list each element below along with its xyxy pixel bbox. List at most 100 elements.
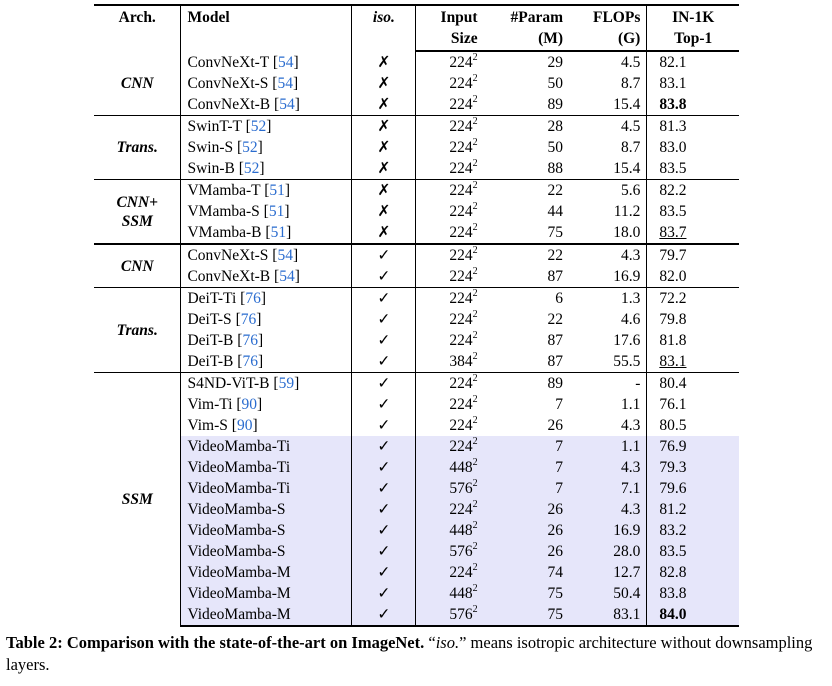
input-size-cell: 5762: [415, 478, 484, 499]
model-cell: ConvNeXt-S [54]: [180, 243, 353, 266]
model-cell: DeiT-Ti [76]: [180, 287, 353, 309]
table-row: VideoMamba-Ti ✓ 4482 7 4.3 79.3: [94, 457, 739, 478]
input-size-cell: 2242: [415, 372, 484, 394]
header-iso: iso.: [351, 4, 417, 51]
citation-link[interactable]: 76: [242, 353, 258, 370]
table-row: ConvNeXt-B [54] ✗ 2242 89 15.4 83.8: [94, 94, 739, 116]
citation-link[interactable]: 54: [278, 53, 294, 71]
model-cell: VideoMamba-S: [180, 520, 353, 541]
top1-value: 80.4: [659, 375, 687, 392]
top1-cell: 83.5: [647, 158, 739, 180]
top1-cell: 82.8: [646, 562, 739, 583]
model-cell: ConvNeXt-S [54]: [180, 73, 353, 94]
citation-link[interactable]: 54: [277, 247, 293, 264]
model-cell: Vim-Ti [90]: [180, 394, 353, 415]
model-cell: SwinT-T [52]: [180, 115, 353, 137]
citation-link[interactable]: 51: [268, 203, 285, 220]
table-row: Trans. SwinT-T [52] ✗ 2242 28 4.5 81.3: [94, 115, 739, 180]
flops-cell: 50.4: [569, 583, 648, 604]
arch-cell: CNN+ SSM: [94, 179, 182, 244]
check-icon: ✓: [351, 562, 417, 583]
header-flops: FLOPs: [569, 4, 648, 29]
top1-value: 83.1: [659, 353, 687, 370]
flops-cell: 1.1: [569, 436, 648, 457]
table-row: VMamba-S [51] ✗ 2242 44 11.2 83.5: [94, 201, 739, 222]
table-row: CNN+ SSM VMamba-T [51] ✗ 2242 22 5.6 82.2: [94, 179, 739, 244]
header-param: #Param: [483, 4, 570, 29]
top1-value: 82.8: [659, 564, 687, 581]
param-cell: 7: [483, 457, 570, 478]
top1-cell: 81.8: [647, 330, 739, 351]
param-cell: 28: [483, 115, 570, 137]
citation-link[interactable]: 52: [242, 139, 258, 156]
table-row: VideoMamba-Ti ✓ 2242 7 1.1 76.9: [94, 436, 739, 457]
top1-value: 79.6: [659, 480, 687, 497]
input-size-cell: 2242: [415, 436, 484, 457]
top1-cell: 83.1: [647, 73, 739, 94]
header-arch: Arch.: [94, 4, 182, 51]
check-icon: ✓: [351, 604, 417, 627]
top1-value: 79.3: [659, 459, 687, 476]
top1-cell: 80.4: [646, 372, 739, 394]
table-row: VideoMamba-S ✓ 5762 26 28.0 83.5: [94, 541, 739, 562]
arch-cell: SSM: [94, 372, 182, 626]
citation-link[interactable]: 51: [270, 224, 287, 241]
table-row: Trans. DeiT-Ti [76] ✓ 2242 6 1.3 72.2: [94, 287, 739, 373]
flops-cell: 16.9: [569, 520, 648, 541]
input-size-cell: 5762: [415, 604, 484, 627]
table-row: VideoMamba-Ti ✓ 5762 7 7.1 79.6: [94, 478, 739, 499]
top1-value: 81.2: [659, 501, 687, 518]
param-cell: 89: [547, 96, 564, 113]
citation-link[interactable]: 90: [241, 396, 258, 413]
check-icon: ✓: [351, 330, 417, 351]
citation-link[interactable]: 52: [250, 118, 267, 135]
citation-link[interactable]: 76: [240, 311, 257, 328]
top1-cell: 72.2: [646, 287, 739, 309]
flops-cell: 4.3: [569, 415, 648, 436]
citation-link[interactable]: 54: [277, 75, 293, 92]
citation-link[interactable]: 54: [279, 96, 295, 113]
citation-link[interactable]: 59: [278, 375, 295, 392]
citation-link[interactable]: 90: [236, 417, 253, 434]
table-row: CNN ConvNeXt-S [54] ✓ 2242 22 4.3 79.7: [94, 243, 739, 288]
input-size-cell: 2242: [415, 179, 484, 201]
param-cell: 75: [483, 583, 570, 604]
flops-cell: 12.7: [569, 562, 648, 583]
input-size-cell: 2242: [449, 136, 478, 156]
caption-iso-term: iso.: [435, 633, 460, 652]
citation-link[interactable]: 51: [269, 182, 285, 199]
param-cell: 22: [547, 311, 564, 328]
table-row: VideoMamba-S ✓ 2242 26 4.3 81.2: [94, 499, 739, 520]
input-size-cell: 2242: [449, 51, 478, 71]
cross-icon: ✗: [351, 115, 417, 137]
param-cell: 26: [547, 417, 564, 434]
model-cell: DeiT-S [76]: [180, 309, 353, 330]
input-size-cell: 3842: [449, 350, 478, 370]
param-cell: 7: [483, 478, 570, 499]
model-cell: VideoMamba-M: [180, 583, 353, 604]
input-size-cell: 2242: [449, 200, 478, 220]
check-icon: ✓: [351, 478, 417, 499]
input-size-cell: 2242: [449, 157, 478, 177]
model-cell: VideoMamba-S: [180, 499, 353, 520]
top1-value: 83.5: [659, 160, 687, 177]
citation-link[interactable]: 54: [279, 268, 295, 285]
caption-rest: ” means isotropic architecture without d…: [6, 633, 813, 674]
top1-value: 72.2: [659, 290, 687, 307]
check-icon: ✓: [351, 499, 417, 520]
citation-link[interactable]: 76: [242, 332, 258, 349]
table-row: DeiT-S [76] ✓ 2242 22 4.6 79.8: [94, 309, 739, 330]
header-input-unit: Size: [415, 29, 484, 52]
flops-cell: 4.3: [569, 499, 648, 520]
top1-value: 82.1: [659, 54, 687, 71]
citation-link[interactable]: 76: [245, 290, 261, 307]
input-size-cell: 2242: [449, 221, 478, 241]
table-row: DeiT-B [76] ✓ 2242 87 17.6 81.8: [94, 330, 739, 351]
input-size-cell: 2242: [449, 93, 478, 113]
flops-cell: 8.7: [569, 73, 648, 94]
table-row: Swin-B [52] ✗ 2242 88 15.4 83.5: [94, 158, 739, 180]
param-cell: 6: [483, 287, 570, 309]
input-size-cell: 4482: [415, 520, 484, 541]
top1-value: 79.7: [659, 247, 687, 264]
citation-link[interactable]: 52: [243, 160, 260, 177]
